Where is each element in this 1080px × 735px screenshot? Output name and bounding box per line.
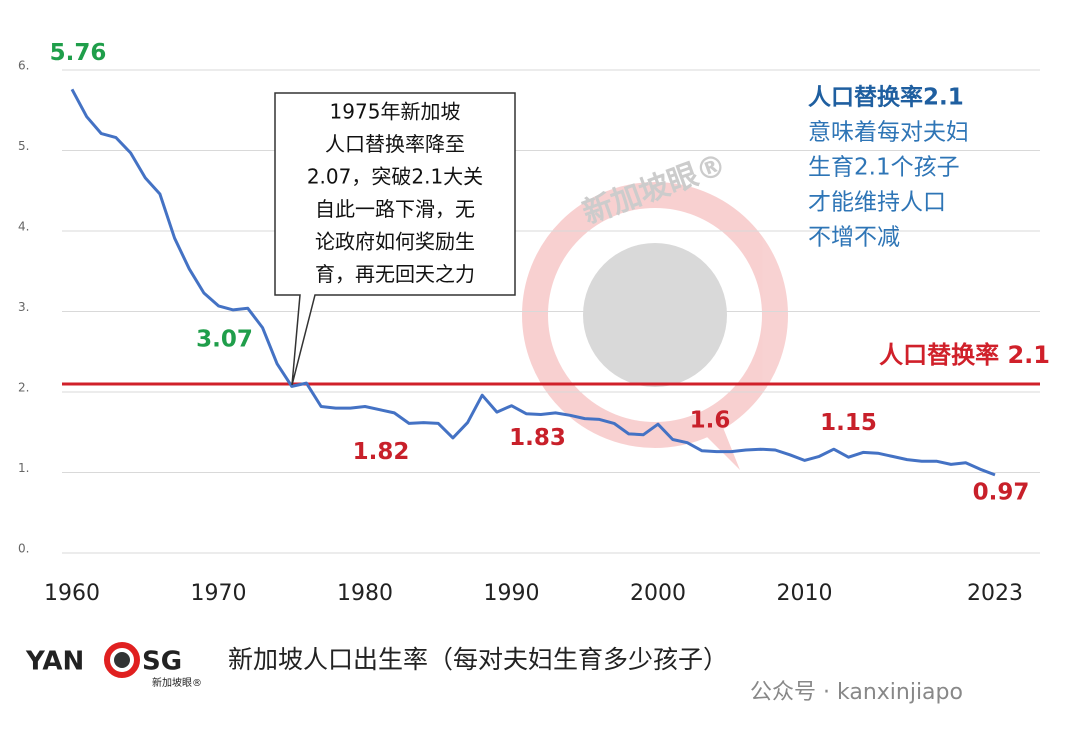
y-tick-label: 4. [18, 220, 29, 234]
value-label: 1.83 [509, 425, 566, 451]
logo-left: YAN [25, 647, 84, 677]
callout-line: 人口替换率降至 [325, 132, 465, 156]
callout-line: 2.07，突破2.1大关 [307, 165, 483, 189]
value-label: 1.6 [690, 408, 731, 434]
y-tick-label: 3. [18, 300, 29, 314]
callout-line: 自此一路下滑，无 [315, 197, 475, 221]
x-tick-label: 1980 [337, 581, 393, 606]
value-label: 1.15 [820, 410, 877, 436]
x-tick-label: 2010 [777, 581, 833, 606]
value-label: 1.82 [353, 439, 410, 465]
x-tick-label: 1960 [44, 581, 100, 606]
x-tick-label: 1990 [484, 581, 540, 606]
logo-right: SG [142, 647, 182, 677]
note-line: 不增不减 [808, 225, 900, 251]
reference-label: 人口替换率 2.1 [879, 341, 1050, 369]
callout-line: 论政府如何奖励生 [315, 230, 475, 254]
note-line: 才能维持人口 [808, 190, 946, 216]
x-tick-label: 2000 [630, 581, 686, 606]
caption: 新加坡人口出生率（每对夫妇生育多少孩子） [228, 645, 728, 674]
value-label: 0.97 [973, 479, 1030, 505]
y-tick-label: 5. [18, 139, 29, 153]
callout-line: 1975年新加坡 [330, 100, 461, 124]
value-label: 5.76 [50, 40, 107, 66]
note-line: 生育2.1个孩子 [808, 155, 960, 181]
y-tick-label: 6. [18, 59, 29, 73]
note-line: 意味着每对夫妇 [808, 120, 969, 146]
callout [274, 92, 516, 386]
line [70, 88, 996, 477]
watermark-logo [522, 182, 788, 470]
note-line: 人口替换率2.1 [808, 84, 964, 111]
logo: YAN SG 新加坡眼® [25, 642, 202, 689]
x-tick-label: 2023 [967, 581, 1023, 606]
logo-sub: 新加坡眼® [152, 676, 202, 689]
callout-line: 育，再无回天之力 [315, 262, 475, 286]
footer: 公众号 · kanxinjiapo [750, 680, 963, 705]
x-tick-label: 1970 [191, 581, 247, 606]
logo-mark-inner [114, 652, 130, 668]
y-tick-label: 0. [18, 542, 29, 556]
y-tick-label: 2. [18, 381, 29, 395]
y-tick-label: 1. [18, 461, 29, 475]
value-label: 3.07 [196, 326, 253, 352]
